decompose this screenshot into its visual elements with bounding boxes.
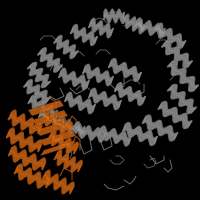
Polygon shape — [54, 150, 82, 172]
Polygon shape — [14, 164, 50, 188]
Polygon shape — [70, 25, 98, 45]
Polygon shape — [123, 123, 157, 145]
Polygon shape — [24, 80, 50, 104]
Polygon shape — [89, 88, 121, 110]
Polygon shape — [123, 14, 145, 34]
Polygon shape — [36, 120, 72, 136]
Polygon shape — [114, 83, 146, 105]
Polygon shape — [32, 110, 68, 126]
Polygon shape — [42, 170, 74, 194]
Polygon shape — [48, 130, 78, 154]
Polygon shape — [39, 108, 69, 130]
Polygon shape — [167, 61, 199, 91]
Polygon shape — [8, 110, 42, 134]
Polygon shape — [28, 100, 64, 116]
Polygon shape — [38, 48, 62, 72]
Polygon shape — [104, 9, 124, 23]
Polygon shape — [167, 84, 197, 114]
Polygon shape — [75, 124, 105, 142]
Polygon shape — [54, 35, 78, 59]
Polygon shape — [162, 40, 192, 68]
Polygon shape — [83, 64, 113, 86]
Polygon shape — [40, 140, 76, 156]
Polygon shape — [6, 128, 42, 152]
Polygon shape — [40, 130, 76, 146]
Polygon shape — [158, 101, 192, 129]
Polygon shape — [8, 146, 46, 170]
Polygon shape — [27, 62, 51, 88]
Polygon shape — [59, 68, 89, 90]
Polygon shape — [42, 110, 72, 134]
Polygon shape — [109, 59, 141, 81]
Polygon shape — [65, 92, 95, 114]
Polygon shape — [142, 115, 178, 141]
Polygon shape — [28, 95, 58, 119]
Polygon shape — [55, 118, 85, 136]
Polygon shape — [154, 23, 186, 49]
Polygon shape — [135, 18, 165, 38]
Polygon shape — [89, 18, 113, 38]
Polygon shape — [99, 126, 131, 146]
